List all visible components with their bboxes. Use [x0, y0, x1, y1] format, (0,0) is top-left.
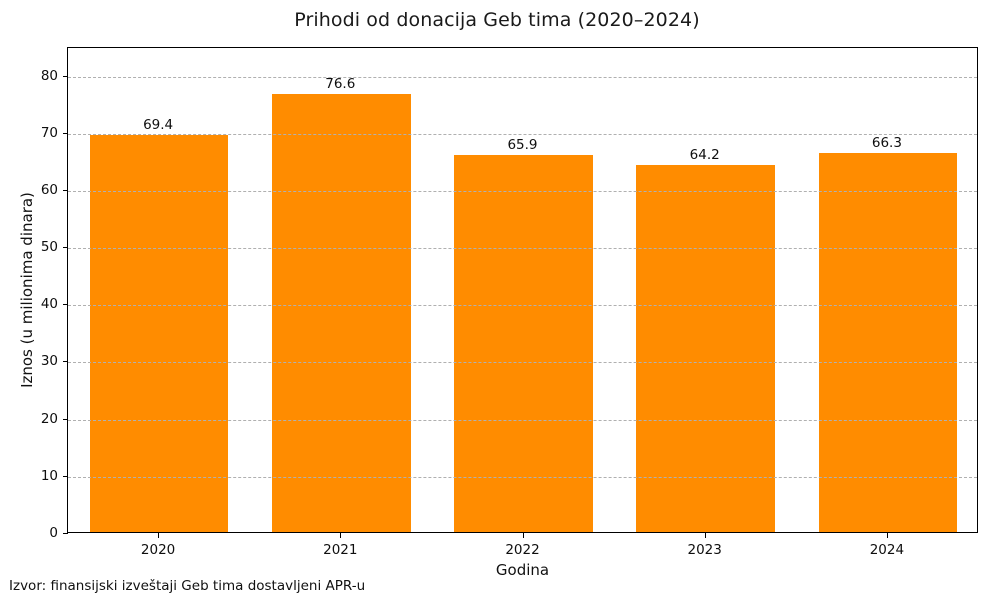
y-tick-label-70: 70: [40, 124, 58, 141]
x-tick-mark-2024: [886, 533, 888, 538]
y-tick-mark-0: [63, 533, 68, 534]
x-tick-label-2020: 2020: [140, 542, 176, 558]
bar-2024: [818, 152, 958, 532]
x-tick-mark-2021: [340, 533, 342, 538]
chart-title: Prihodi od donacija Geb tima (2020–2024): [294, 9, 700, 31]
y-tick-mark-80: [63, 75, 68, 77]
y-tick-mark-10: [63, 475, 68, 477]
bar-2022: [454, 155, 593, 532]
y-tick-label-10: 10: [40, 467, 58, 484]
x-tick-label-2022: 2022: [505, 542, 540, 558]
y-tick-label-0: 0: [49, 525, 58, 541]
y-tick-mark-60: [63, 189, 68, 191]
x-axis-title: Godina: [495, 561, 550, 579]
x-tick-mark-2022: [522, 533, 524, 538]
bar-2023: [636, 164, 775, 532]
plot-area: [67, 47, 978, 533]
y-tick-mark-30: [63, 361, 68, 363]
x-tick-mark-2020: [158, 533, 160, 538]
x-tick-label-2024: 2024: [869, 542, 905, 558]
y-tick-label-80: 80: [40, 67, 58, 84]
y-tick-mark-50: [63, 247, 68, 249]
bar-2020: [89, 135, 229, 532]
y-tick-label-50: 50: [40, 239, 58, 256]
bars-layer: [68, 48, 977, 532]
source-footnote: Izvor: finansijski izveštaji Geb tima do…: [9, 578, 366, 594]
y-axis-title: Iznos (u milionima dinara): [18, 192, 36, 388]
y-tick-mark-20: [63, 418, 68, 420]
y-tick-mark-40: [63, 304, 68, 306]
y-tick-label-20: 20: [40, 410, 58, 427]
x-tick-label-2023: 2023: [687, 542, 722, 558]
y-tick-label-30: 30: [40, 353, 58, 370]
y-tick-label-40: 40: [40, 296, 58, 313]
y-tick-mark-70: [63, 132, 68, 134]
x-tick-label-2021: 2021: [323, 542, 358, 558]
y-tick-label-60: 60: [40, 181, 58, 198]
bar-2021: [272, 94, 411, 532]
x-tick-mark-2023: [704, 533, 706, 538]
